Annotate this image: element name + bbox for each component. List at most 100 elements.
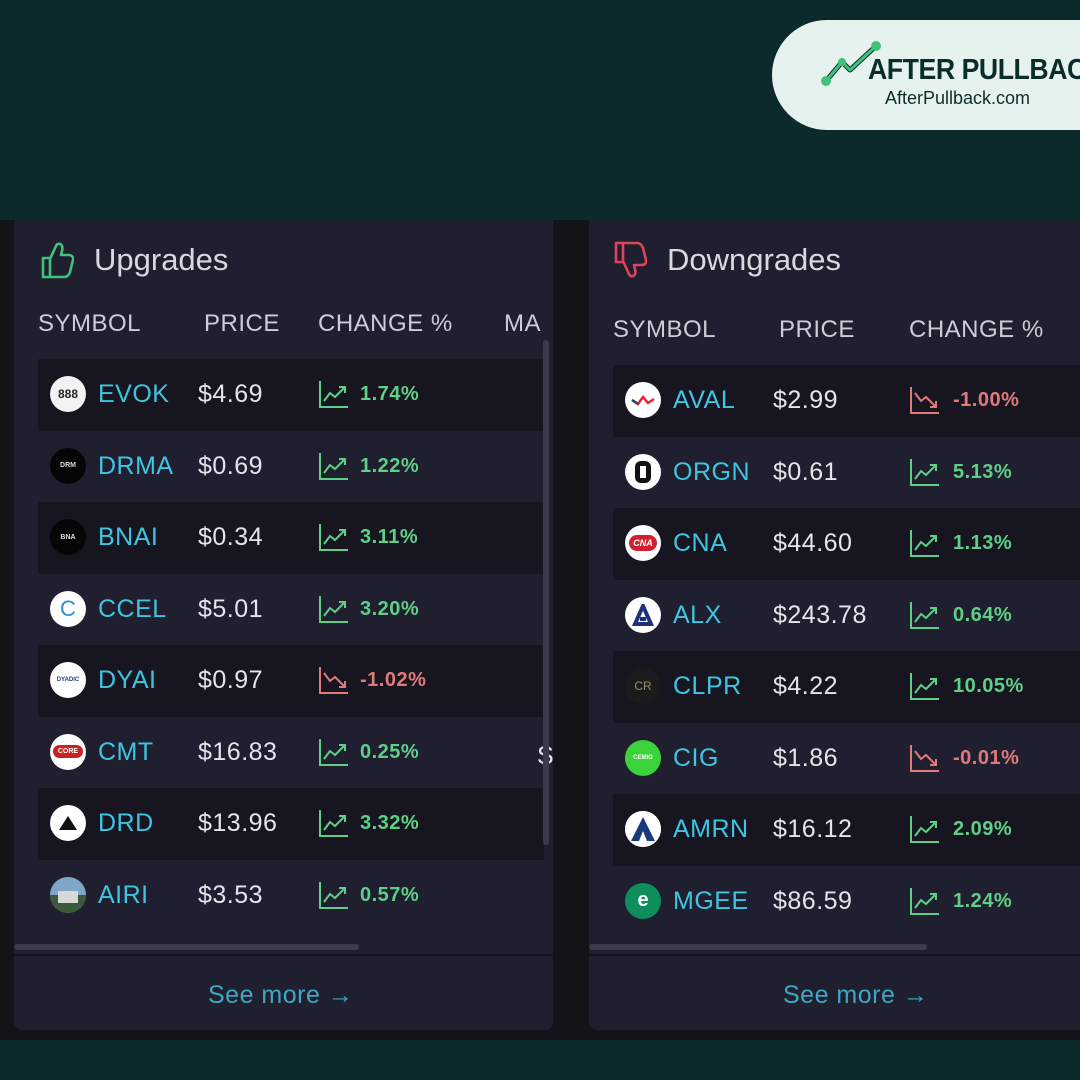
change-percent: 10.05% xyxy=(953,675,1024,697)
brand-badge: AFTER PULLBACK AfterPullback.com xyxy=(772,20,1080,130)
thumbs-down-icon xyxy=(614,241,647,278)
trending-down-icon xyxy=(909,743,941,778)
price: $3.53 xyxy=(198,880,264,909)
col-symbol[interactable]: SYMBOL xyxy=(613,316,717,343)
col-ma[interactable]: MA xyxy=(504,310,541,337)
col-price[interactable]: PRICE xyxy=(204,310,280,337)
price: $5.01 xyxy=(198,594,264,623)
price: $1.86 xyxy=(773,743,839,772)
change-percent: 3.11% xyxy=(360,526,419,548)
change-percent: 2.09% xyxy=(953,818,1013,840)
trending-up-icon xyxy=(318,451,350,486)
price: $2.99 xyxy=(773,386,839,414)
table-row[interactable]: ALX $243.78 0.64% xyxy=(613,580,1080,652)
ticker-symbol[interactable]: ALX xyxy=(673,600,722,629)
ticker-symbol[interactable]: MGEE xyxy=(673,886,749,915)
ticker-symbol[interactable]: CLPR xyxy=(673,672,742,700)
table-row[interactable]: CR CLPR $4.22 10.05% xyxy=(613,651,1080,723)
company-logo xyxy=(625,453,661,490)
table-row[interactable]: DRD $13.96 3.32% xyxy=(38,788,544,860)
price: $0.34 xyxy=(198,523,264,551)
price: $4.22 xyxy=(773,672,839,700)
ticker-symbol[interactable]: CNA xyxy=(673,529,728,557)
price: $44.60 xyxy=(773,529,853,557)
change-percent: 1.24% xyxy=(953,889,1013,912)
ticker-symbol[interactable]: BNAI xyxy=(98,523,159,551)
table-row[interactable]: AMRN $16.12 2.09% xyxy=(613,794,1080,866)
table-row[interactable]: AIRI $3.53 0.57% xyxy=(38,860,544,932)
see-more-downgrades-link[interactable]: See more → xyxy=(783,981,929,1009)
price: $0.97 xyxy=(198,666,264,694)
trending-up-icon xyxy=(909,600,941,635)
table-row[interactable]: 888 EVOK $4.69 1.74% xyxy=(38,359,544,431)
ticker-symbol[interactable]: AVAL xyxy=(673,386,736,414)
table-row[interactable]: DYADIC DYAI $0.97 -1.02% xyxy=(38,645,544,717)
col-change[interactable]: CHANGE % xyxy=(318,310,453,337)
table-row[interactable]: CORE CMT $16.83 0.25% xyxy=(38,717,544,789)
table-row[interactable]: AVAL $2.99 -1.00% xyxy=(613,365,1080,437)
downgrades-panel: Downgrades SYMBOL PRICE CHANGE % AVAL $2.… xyxy=(589,220,1080,1030)
ticker-symbol[interactable]: DRMA xyxy=(98,451,174,480)
trending-up-icon xyxy=(318,594,350,629)
change-percent: 0.25% xyxy=(360,740,420,763)
divider xyxy=(589,954,1080,956)
trending-up-icon xyxy=(909,886,941,921)
change-percent: 1.74% xyxy=(360,383,420,405)
trending-up-icon xyxy=(318,880,350,915)
change-percent: 3.20% xyxy=(360,597,420,620)
trending-down-icon xyxy=(318,665,350,700)
horizontal-scrollbar[interactable] xyxy=(589,944,927,950)
upgrades-table: 888 EVOK $4.69 1.74% DRM DRMA $0.69 1.22% BNA BNA… xyxy=(38,359,544,931)
ticker-symbol[interactable]: CMT xyxy=(98,737,154,766)
ticker-symbol[interactable]: ORGN xyxy=(673,457,750,486)
company-logo xyxy=(625,596,661,633)
vertical-scrollbar[interactable] xyxy=(543,340,549,845)
divider xyxy=(14,954,553,956)
company-logo: CNA xyxy=(625,525,661,561)
company-logo: DYADIC xyxy=(50,662,86,698)
trending-up-icon xyxy=(318,808,350,843)
price: $16.83 xyxy=(198,737,278,766)
ticker-symbol[interactable]: CCEL xyxy=(98,594,167,623)
price: $13.96 xyxy=(198,809,278,837)
ticker-symbol[interactable]: DRD xyxy=(98,809,154,837)
table-row[interactable]: CNA CNA $44.60 1.13% xyxy=(613,508,1080,580)
col-price[interactable]: PRICE xyxy=(779,316,855,343)
change-percent: 1.22% xyxy=(360,454,420,477)
trending-up-icon xyxy=(909,457,941,492)
price: $16.12 xyxy=(773,815,853,843)
table-row[interactable]: CEMIG CIG $1.86 -0.01% xyxy=(613,723,1080,795)
change-percent: 5.13% xyxy=(953,460,1013,483)
col-symbol[interactable]: SYMBOL xyxy=(38,310,142,337)
company-logo: CR xyxy=(625,668,661,704)
company-logo xyxy=(50,876,86,913)
table-row[interactable]: BNA BNAI $0.34 3.11% xyxy=(38,502,544,574)
brand-url: AfterPullback.com xyxy=(885,88,1031,108)
company-logo: CORE xyxy=(50,733,86,770)
table-row[interactable]: ORGN $0.61 5.13% xyxy=(613,437,1080,509)
ticker-symbol[interactable]: AIRI xyxy=(98,880,149,909)
table-row[interactable]: DRM DRMA $0.69 1.22% xyxy=(38,431,544,503)
price: $86.59 xyxy=(773,886,853,915)
company-logo: 888 xyxy=(50,376,86,412)
brand-name: AFTER PULLBACK xyxy=(868,54,1080,86)
trend-logo-icon xyxy=(821,41,881,86)
table-row[interactable]: C CCEL $5.01 3.20% xyxy=(38,574,544,646)
trending-up-icon xyxy=(318,522,350,557)
trending-up-icon xyxy=(909,528,941,563)
company-logo: CEMIG xyxy=(625,739,661,776)
ticker-symbol[interactable]: EVOK xyxy=(98,380,170,408)
ticker-symbol[interactable]: AMRN xyxy=(673,815,749,843)
horizontal-scrollbar[interactable] xyxy=(14,944,359,950)
see-more-upgrades-link[interactable]: See more → xyxy=(208,981,354,1009)
trending-up-icon xyxy=(318,379,350,414)
col-change[interactable]: CHANGE % xyxy=(909,316,1044,343)
table-row[interactable]: e MGEE $86.59 1.24% xyxy=(613,866,1080,938)
price: $0.61 xyxy=(773,457,839,486)
change-percent: -1.02% xyxy=(360,669,427,691)
company-logo: DRM xyxy=(50,447,86,484)
change-percent: -0.01% xyxy=(953,746,1020,769)
company-logo: C xyxy=(50,590,86,627)
ticker-symbol[interactable]: CIG xyxy=(673,743,719,772)
ticker-symbol[interactable]: DYAI xyxy=(98,666,157,694)
